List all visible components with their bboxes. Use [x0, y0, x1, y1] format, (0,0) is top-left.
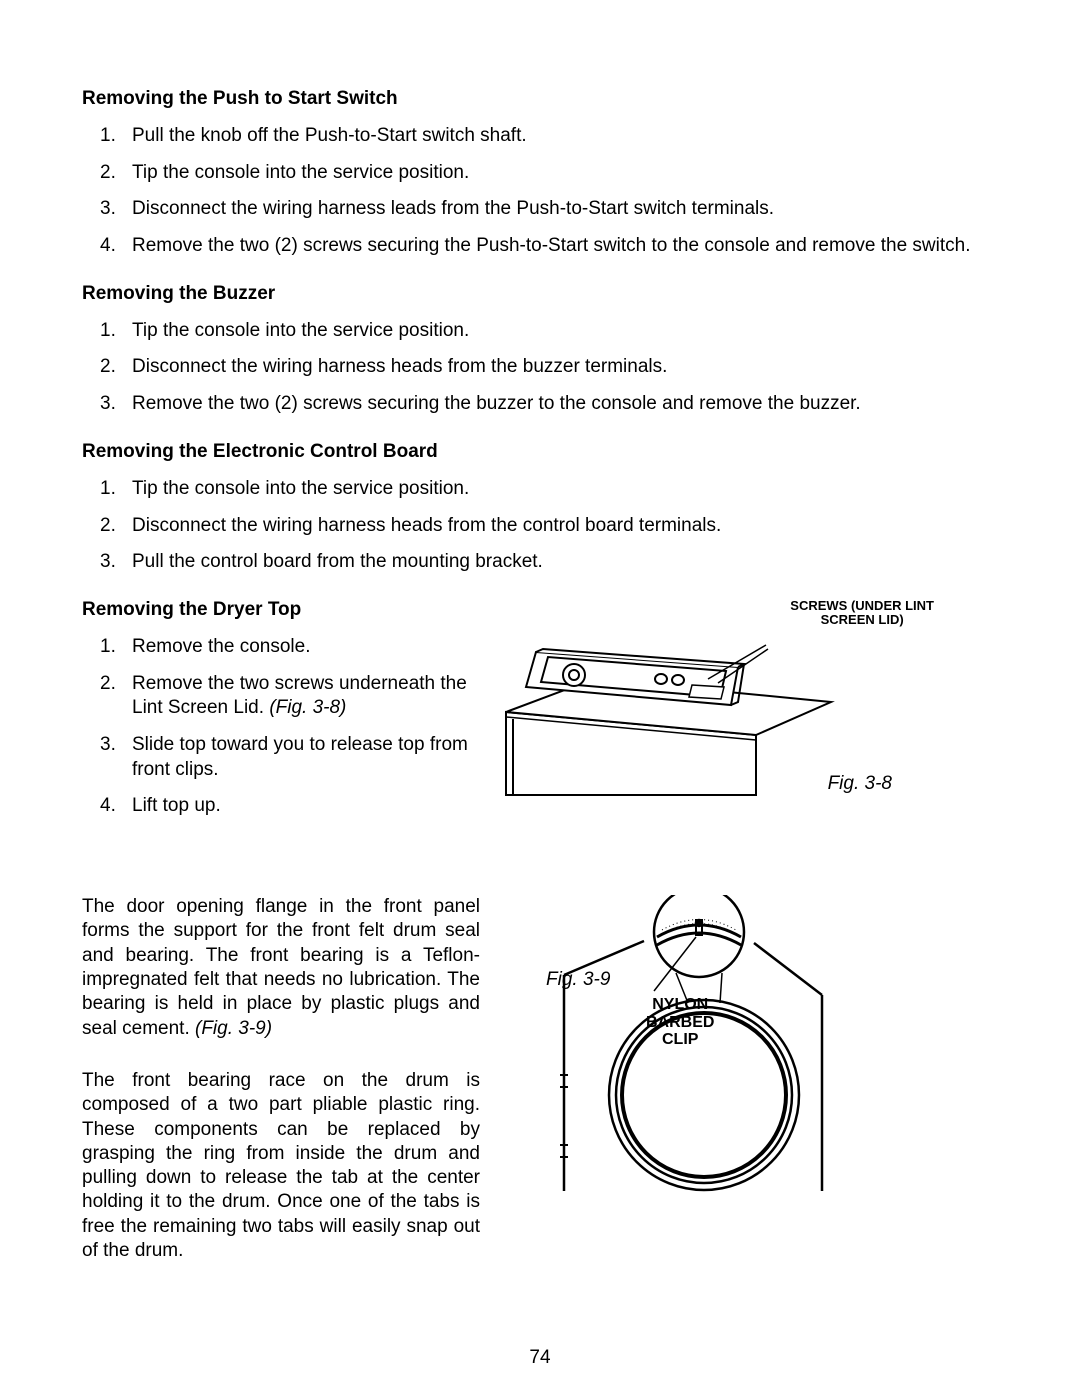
page-content: Removing the Push to Start Switch 1. Pul… [0, 0, 1080, 1303]
heading: Removing the Dryer Top [82, 599, 480, 621]
fig38-annotation: SCREWS (UNDER LINT SCREEN LID) [790, 599, 934, 628]
list: 1. Tip the console into the service posi… [82, 477, 998, 575]
dryer-top-illustration [496, 627, 836, 797]
list-item: 2. Disconnect the wiring harness heads f… [82, 514, 998, 539]
heading: Removing the Buzzer [82, 283, 998, 305]
paragraphs: The door opening flange in the front pan… [82, 895, 480, 1263]
num: 4. [82, 234, 132, 259]
list-item: 2. Tip the console into the service posi… [82, 161, 998, 186]
text: Disconnect the wiring harness heads from… [132, 355, 998, 380]
text: Remove the two (2) screws securing the b… [132, 392, 998, 417]
paragraph-1: The door opening flange in the front pan… [82, 895, 480, 1041]
section-buzzer: Removing the Buzzer 1. Tip the console i… [82, 283, 998, 417]
section-dryer-top: Removing the Dryer Top 1. Remove the con… [82, 599, 998, 831]
num: 1. [82, 635, 132, 660]
num: 2. [82, 672, 132, 721]
num: 2. [82, 514, 132, 539]
text: Lift top up. [132, 794, 480, 819]
fig39-caption: Fig. 3-9 [546, 969, 610, 991]
fig38-caption: Fig. 3-8 [828, 773, 892, 795]
num: 2. [82, 355, 132, 380]
list: 1. Pull the knob off the Push-to-Start s… [82, 124, 998, 259]
figure-3-9: Fig. 3-9 NYLON BARBED CLIP [524, 895, 998, 1263]
list-item: 3. Slide top toward you to release top f… [82, 733, 480, 782]
text: Tip the console into the service positio… [132, 319, 998, 344]
text: Tip the console into the service positio… [132, 477, 998, 502]
list: 1. Tip the console into the service posi… [82, 319, 998, 417]
paragraph-2: The front bearing race on the drum is co… [82, 1069, 480, 1264]
dryer-top-text: Removing the Dryer Top 1. Remove the con… [82, 599, 480, 831]
fig39-annotation: NYLON BARBED CLIP [646, 996, 714, 1049]
text: Remove the two screws underneath the Lin… [132, 672, 480, 721]
list-item: 1. Remove the console. [82, 635, 480, 660]
heading: Removing the Electronic Control Board [82, 441, 998, 463]
heading: Removing the Push to Start Switch [82, 88, 998, 110]
list-item: 1. Tip the console into the service posi… [82, 319, 998, 344]
text: Disconnect the wiring harness leads from… [132, 197, 998, 222]
list-item: 4. Lift top up. [82, 794, 480, 819]
text: Disconnect the wiring harness heads from… [132, 514, 998, 539]
num: 3. [82, 197, 132, 222]
list-item: 1. Tip the console into the service posi… [82, 477, 998, 502]
figure-3-8: SCREWS (UNDER LINT SCREEN LID) [496, 599, 998, 831]
num: 2. [82, 161, 132, 186]
front-bearing-section: The door opening flange in the front pan… [82, 895, 998, 1263]
list-item: 1. Pull the knob off the Push-to-Start s… [82, 124, 998, 149]
page-number: 74 [0, 1347, 1080, 1369]
list-item: 4. Remove the two (2) screws securing th… [82, 234, 998, 259]
num: 4. [82, 794, 132, 819]
num: 3. [82, 392, 132, 417]
list-item: 3. Remove the two (2) screws securing th… [82, 392, 998, 417]
text: Slide top toward you to release top from… [132, 733, 480, 782]
text: Pull the knob off the Push-to-Start swit… [132, 124, 998, 149]
num: 3. [82, 733, 132, 782]
section-push-start: Removing the Push to Start Switch 1. Pul… [82, 88, 998, 259]
text: Remove the console. [132, 635, 480, 660]
section-control-board: Removing the Electronic Control Board 1.… [82, 441, 998, 575]
list-item: 3. Pull the control board from the mount… [82, 550, 998, 575]
text: Pull the control board from the mounting… [132, 550, 998, 575]
list-item: 2. Disconnect the wiring harness heads f… [82, 355, 998, 380]
list-item: 2. Remove the two screws underneath the … [82, 672, 480, 721]
num: 1. [82, 477, 132, 502]
list-item: 3. Disconnect the wiring harness leads f… [82, 197, 998, 222]
num: 1. [82, 319, 132, 344]
num: 3. [82, 550, 132, 575]
text: Tip the console into the service positio… [132, 161, 998, 186]
text: Remove the two (2) screws securing the P… [132, 234, 998, 259]
list: 1. Remove the console. 2. Remove the two… [82, 635, 480, 819]
num: 1. [82, 124, 132, 149]
